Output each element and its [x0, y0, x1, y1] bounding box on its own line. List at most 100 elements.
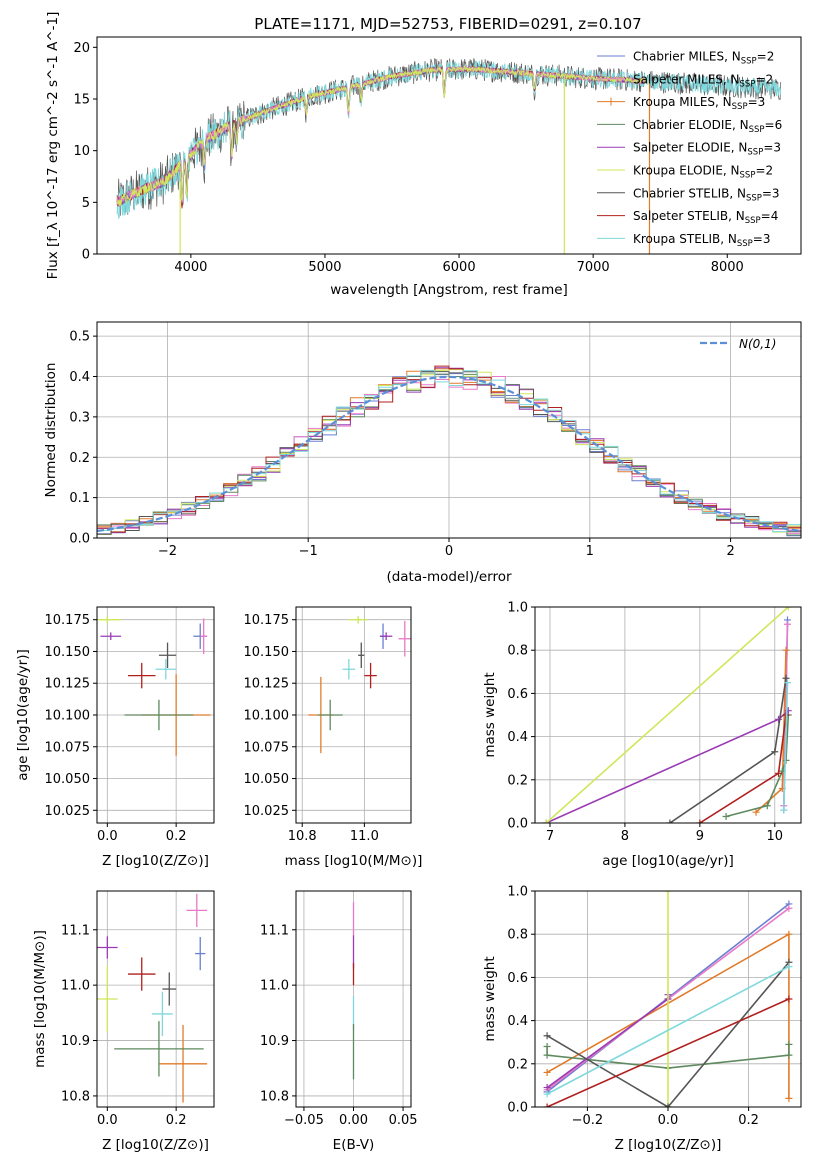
panel-mass-vs-EBV: −0.05 0.00 0.05 10.8 10.9 11.0 11.1 E(B-V) — [260, 890, 418, 1153]
x-tick-label: 0.2 — [166, 829, 187, 844]
legend-label: Kroupa MILES, NSSP=3 — [633, 95, 765, 112]
y-tick-label: 20 — [73, 41, 90, 56]
weight-marker — [785, 1040, 793, 1048]
weight-marker — [784, 679, 792, 687]
weight-marker — [543, 1043, 551, 1051]
weight-marker — [722, 813, 730, 821]
x-tick-label: 0.2 — [738, 1113, 759, 1128]
x-tick-label: 9 — [696, 829, 704, 844]
weight-marker — [543, 1103, 551, 1107]
weight-marker — [542, 819, 550, 823]
plot-area — [97, 615, 211, 756]
histogram-kroupa-stelib — [97, 369, 801, 533]
y-tick-label: 0.4 — [507, 1014, 528, 1029]
legend-label: Salpeter ELODIE, NSSP=3 — [633, 141, 781, 158]
x-tick-label: 10.8 — [288, 829, 317, 844]
legend-label: Salpeter STELIB, NSSP=4 — [633, 209, 778, 226]
y-tick-label: 0.3 — [69, 410, 90, 425]
x-tick-label: −1 — [299, 544, 318, 559]
x-tick-label: 4000 — [174, 260, 207, 275]
panel-age-vs-mass: 10.8 11.0 10.025 10.050 10.075 10.100 10.125 10… — [244, 606, 423, 869]
y-tick-label: 11.0 — [61, 979, 90, 994]
y-axis-label: age [log10(age/yr)] — [15, 649, 31, 781]
weight-line-kroupa-elodie — [545, 607, 789, 823]
x-tick-label: −2 — [158, 544, 177, 559]
y-tick-label: 10.150 — [244, 645, 290, 660]
y-tick-label: 10.175 — [45, 613, 91, 628]
weight-marker — [543, 1090, 551, 1098]
weight-marker — [784, 620, 792, 628]
x-tick-label: 7 — [546, 829, 554, 844]
axes-frame — [96, 36, 802, 255]
y-tick-label: 10 — [73, 144, 90, 159]
y-tick-label: 1.0 — [507, 601, 528, 616]
x-tick-label: 0.2 — [166, 1113, 187, 1128]
legend-label: Salpeter MILES, NSSP=2 — [633, 72, 773, 89]
y-tick-label: 0.0 — [69, 532, 90, 547]
y-tick-label: 0.2 — [507, 1057, 528, 1072]
plot-area — [543, 891, 793, 1107]
x-axis-label: mass [log10(M/M⊙)] — [285, 853, 423, 869]
y-tick-label: 11.1 — [61, 923, 90, 938]
y-axis-label: mass [log10(M/M⊙)] — [32, 930, 48, 1068]
panel-spectrum: 4000 5000 6000 7000 8000 0 5 10 15 20 Chabrier MIL… — [45, 12, 802, 298]
figure-title: PLATE=1171, MJD=52753, FIBERID=0291, z=0… — [254, 15, 641, 33]
weight-marker — [782, 674, 790, 682]
weight-marker — [785, 963, 793, 971]
weight-marker — [763, 802, 771, 810]
y-tick-label: 0.2 — [507, 773, 528, 788]
weight-marker — [782, 646, 790, 654]
x-tick-label: −0.05 — [284, 1113, 324, 1128]
weight-marker — [664, 891, 672, 895]
x-axis-label: Z [log10(Z/Z⊙)] — [615, 1137, 722, 1153]
panel-weight-vs-Z: −0.2 0.0 0.2 0.0 0.2 0.4 0.6 0.8 1.0 Z [log10(Z/Z… — [482, 885, 802, 1153]
x-axis-label: Z [log10(Z/Z⊙)] — [102, 853, 209, 869]
legend-label: N(0,1) — [739, 337, 776, 351]
plot-area — [308, 615, 411, 754]
y-tick-label: 10.8 — [260, 1089, 289, 1104]
y-tick-label: 10.9 — [61, 1034, 90, 1049]
y-tick-label: 10.050 — [244, 772, 290, 787]
x-tick-label: 0.00 — [339, 1113, 368, 1128]
x-tick-label: 5000 — [308, 260, 341, 275]
plot-area — [97, 365, 801, 537]
x-tick-label: 0.0 — [658, 1113, 679, 1128]
y-tick-label: 0.5 — [69, 330, 90, 345]
weight-marker — [775, 769, 783, 777]
y-tick-label: 0.6 — [507, 687, 528, 702]
weight-line-kroupa-stelib — [546, 965, 790, 1095]
y-tick-label: 1.0 — [507, 885, 528, 900]
weight-marker — [785, 904, 793, 912]
weight-marker — [775, 715, 783, 723]
weight-marker — [785, 930, 793, 938]
x-tick-label: 6000 — [443, 260, 476, 275]
x-tick-label: 11.0 — [350, 829, 379, 844]
y-axis-label: mass weight — [482, 672, 498, 757]
y-axis-label: mass weight — [482, 956, 498, 1041]
weight-marker — [696, 819, 704, 823]
panel-residuals: −2 −1 0 1 2 0.0 0.1 0.2 0.3 0.4 0.5 N(0,1) (data-mod… — [43, 321, 802, 585]
y-tick-label: 10.025 — [244, 804, 290, 819]
weight-marker — [543, 1084, 551, 1092]
x-axis-label: age [log10(age/yr)] — [602, 853, 734, 869]
y-tick-label: 0.0 — [507, 1101, 528, 1116]
y-tick-label: 10.8 — [61, 1089, 90, 1104]
y-tick-label: 10.050 — [45, 772, 91, 787]
x-tick-label: 2 — [726, 544, 734, 559]
y-tick-label: 0.2 — [69, 451, 90, 466]
panel-mass-vs-Z: 0.0 0.2 10.8 10.9 11.0 11.1 Z [log10(Z/Z⊙)] mas… — [32, 890, 215, 1153]
y-tick-label: 10.100 — [244, 709, 290, 724]
x-tick-label: 8000 — [711, 260, 744, 275]
x-tick-label: 0.0 — [97, 1113, 118, 1128]
legend-label: Chabrier STELIB, NSSP=3 — [633, 186, 780, 203]
y-tick-label: 0.6 — [507, 971, 528, 986]
x-tick-label: −0.2 — [572, 1113, 604, 1128]
y-tick-label: 0.1 — [69, 491, 90, 506]
plot-area — [116, 57, 782, 254]
x-tick-label: 0.0 — [97, 829, 118, 844]
x-tick-label: 10 — [767, 829, 784, 844]
weight-marker — [543, 1032, 551, 1040]
y-axis-label: Flux [f_λ 10^-17 erg cm^-2 s^-1 A^-1] — [45, 12, 61, 280]
axes-frame — [96, 890, 215, 1108]
